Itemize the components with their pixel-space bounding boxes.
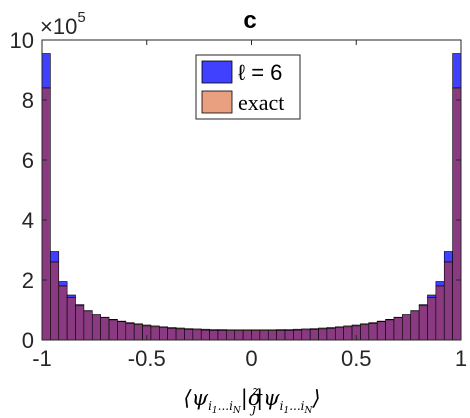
bar-overlap-45	[418, 305, 428, 341]
bar-overlap-41	[385, 319, 395, 341]
bar-overlap-1	[50, 261, 60, 341]
bar-overlap-34	[326, 327, 336, 341]
x-tick-label: 0	[245, 346, 257, 371]
bar-overlap-40	[376, 321, 386, 341]
y-tick-label: 8	[22, 88, 34, 113]
legend-label-l6: ℓ = 6	[238, 60, 282, 85]
bar-overlap-7	[100, 317, 110, 341]
bar-overlap-20	[209, 330, 219, 341]
bar-overlap-9	[117, 321, 127, 341]
y-tick-label: 10	[10, 28, 34, 53]
bar-overlap-44	[410, 310, 420, 341]
bar-overlap-14	[159, 327, 169, 341]
bar-top-49	[452, 53, 462, 89]
y-axis-multiplier-exponent: 5	[77, 9, 85, 26]
bar-overlap-24	[242, 330, 252, 341]
bar-overlap-43	[402, 314, 412, 341]
bar-overlap-19	[200, 329, 210, 341]
bar-overlap-28	[276, 330, 286, 341]
bar-top-46	[427, 294, 437, 298]
bar-top-48	[443, 251, 453, 263]
x-axis-label: ⟨ψi1...iN|σz j|ψi1...iN⟩	[183, 384, 320, 417]
y-tick-label: 0	[22, 328, 34, 353]
bar-overlap-32	[309, 329, 319, 341]
bar-overlap-36	[343, 326, 353, 341]
bars-group	[41, 53, 462, 341]
bar-overlap-29	[284, 330, 294, 341]
bar-overlap-8	[108, 319, 118, 341]
bar-overlap-11	[133, 324, 143, 341]
bar-overlap-35	[334, 327, 344, 341]
bar-overlap-13	[150, 326, 160, 341]
x-tick-label: -1	[32, 346, 52, 371]
y-axis-multiplier: ×105	[40, 9, 86, 39]
bar-overlap-5	[83, 310, 93, 341]
bar-overlap-17	[184, 329, 194, 341]
bar-overlap-47	[435, 285, 445, 341]
bar-top-3	[66, 294, 76, 298]
bar-overlap-25	[251, 330, 261, 341]
legend-swatch-l6	[201, 60, 233, 84]
bar-overlap-23	[234, 330, 244, 341]
x-tick-label: 0.5	[341, 346, 372, 371]
x-tick-label: -0.5	[128, 346, 166, 371]
bar-overlap-27	[267, 330, 277, 341]
bar-overlap-26	[259, 330, 269, 341]
bar-overlap-48	[443, 261, 453, 341]
bar-overlap-6	[91, 314, 101, 341]
bar-overlap-4	[75, 305, 85, 341]
legend-label-exact: exact	[238, 90, 284, 115]
bar-overlap-39	[368, 323, 378, 341]
bar-top-47	[435, 281, 445, 287]
legend: ℓ = 6 exact	[195, 54, 301, 120]
chart-title: c	[243, 7, 256, 34]
bar-overlap-42	[393, 317, 403, 341]
bar-overlap-22	[226, 330, 236, 341]
bar-top-0	[41, 53, 51, 89]
bar-overlap-21	[217, 330, 227, 341]
y-axis-multiplier-base: ×10	[40, 14, 77, 39]
bar-overlap-0	[41, 87, 51, 341]
legend-swatch-exact	[201, 90, 233, 114]
bar-overlap-15	[167, 327, 177, 341]
bar-overlap-16	[175, 328, 185, 341]
bar-top-1	[50, 251, 60, 263]
bar-overlap-3	[66, 297, 76, 341]
bar-overlap-18	[192, 329, 202, 341]
bar-overlap-10	[125, 323, 135, 341]
bar-overlap-46	[427, 297, 437, 341]
y-tick-label: 4	[22, 208, 34, 233]
bar-overlap-30	[293, 329, 303, 341]
bar-top-2	[58, 281, 68, 287]
bar-overlap-2	[58, 285, 68, 341]
bar-overlap-31	[301, 329, 311, 341]
x-tick-label: 1	[455, 346, 467, 371]
bar-overlap-38	[360, 324, 370, 341]
bar-overlap-33	[318, 328, 328, 341]
y-tick-label: 6	[22, 148, 34, 173]
y-tick-label: 2	[22, 268, 34, 293]
bar-overlap-49	[452, 87, 462, 341]
